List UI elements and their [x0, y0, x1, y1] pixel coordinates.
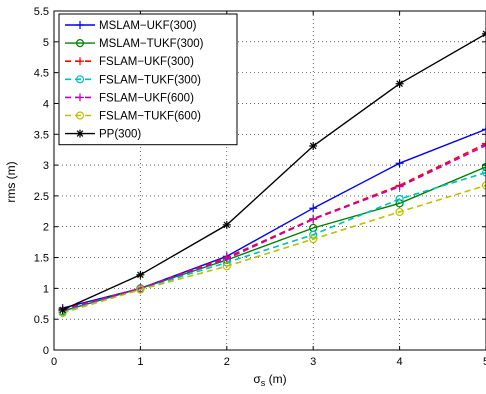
y-tick-label: 4 [43, 98, 49, 110]
y-tick-label: 2 [43, 222, 49, 234]
series-6-point [223, 221, 231, 229]
y-tick-label: 4.5 [34, 68, 49, 80]
x-tick-label: 3 [310, 356, 316, 368]
y-tick-label: 5.5 [34, 6, 49, 18]
legend-label: FSLAM−UKF(300) [99, 56, 194, 68]
legend-label: MSLAM−TUKF(300) [99, 38, 204, 50]
series-6-point [396, 80, 404, 88]
x-axis-label-unit: (m) [265, 372, 286, 386]
legend-label: PP(300) [99, 129, 141, 141]
x-tick-label: 1 [137, 356, 143, 368]
y-tick-label: 3 [43, 160, 49, 172]
x-tick-label: 0 [51, 356, 57, 368]
legend-label: FSLAM−TUKF(300) [99, 74, 201, 86]
y-tick-label: 0.5 [34, 314, 49, 326]
y-tick-label: 2.5 [34, 191, 49, 203]
x-axis-label: σs (m) [253, 372, 286, 388]
y-tick-label: 5 [43, 37, 49, 49]
series-6-point [136, 271, 144, 279]
series-6-point [59, 306, 67, 314]
legend: MSLAM−UKF(300) MSLAM−TUKF(300) FSLAM−UKF(3… [59, 14, 237, 145]
y-axis-label: rms (m) [4, 161, 18, 202]
legend-label: FSLAM−UKF(600) [99, 92, 194, 104]
y-tick-label: 1 [43, 283, 49, 295]
legend-swatch-marker [76, 130, 84, 138]
x-tick-label: 4 [397, 356, 403, 368]
y-tick-label: 1.5 [34, 253, 49, 265]
x-tick-label: 2 [224, 356, 230, 368]
series-6-point [309, 142, 317, 150]
y-tick-label: 3.5 [34, 129, 49, 141]
legend-label: MSLAM−UKF(300) [99, 20, 197, 32]
y-tick-label: 0 [43, 345, 49, 357]
legend-label: FSLAM−TUKF(600) [99, 111, 201, 123]
